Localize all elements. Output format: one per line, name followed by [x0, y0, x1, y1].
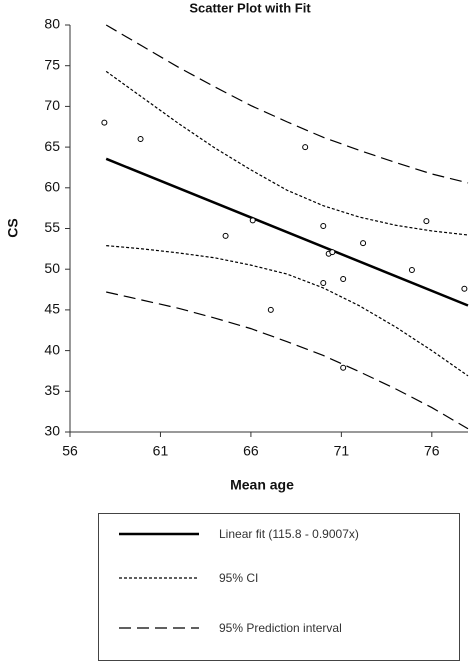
point [329, 249, 336, 256]
y-tick-label: 30 [44, 423, 60, 439]
y-tick-label: 60 [44, 179, 60, 195]
x-tick-label: 71 [334, 443, 350, 459]
x-tick-label: 76 [424, 443, 440, 459]
legend-entry: Linear fit (115.8 - 0.9007x) [99, 518, 459, 558]
band-upper [105, 70, 469, 236]
y-tick-label: 65 [44, 138, 60, 154]
point [360, 240, 367, 247]
legend-entry: 95% Prediction interval [99, 612, 459, 652]
y-tick-label: 45 [44, 301, 60, 317]
y-tick-label: 40 [44, 341, 60, 357]
legend-label: Linear fit (115.8 - 0.9007x) [219, 527, 359, 541]
legend-swatch [119, 577, 199, 579]
y-tick-label: 50 [44, 260, 60, 276]
band-lower [106, 244, 469, 377]
legend-entry: 95% CI [99, 562, 459, 602]
band-lower [106, 291, 469, 430]
y-tick-label: 80 [44, 16, 60, 32]
point [222, 232, 229, 239]
legend: Linear fit (115.8 - 0.9007x) 95% CI 95% Pr… [98, 513, 460, 661]
point [320, 280, 327, 287]
point [461, 285, 468, 292]
band-upper [105, 24, 469, 184]
point [249, 217, 256, 224]
x-tick-label: 56 [62, 443, 78, 459]
y-axis-title: CS [5, 218, 21, 237]
y-tick-label: 70 [44, 97, 60, 113]
point [408, 267, 415, 274]
point [302, 144, 309, 151]
chart-title: Scatter Plot with Fit [189, 0, 311, 15]
legend-swatch [119, 627, 199, 629]
x-tick-label: 61 [153, 443, 169, 459]
x-tick-label: 66 [243, 443, 259, 459]
point [267, 306, 274, 313]
point [340, 364, 347, 371]
point [137, 135, 144, 142]
point [423, 218, 430, 225]
fit-line [105, 157, 469, 307]
point [101, 119, 108, 126]
legend-label: 95% CI [219, 571, 259, 585]
point [320, 223, 327, 230]
legend-swatch [119, 532, 199, 536]
y-tick-label: 55 [44, 219, 60, 235]
legend-label: 95% Prediction interval [219, 621, 342, 635]
y-tick-label: 35 [44, 382, 60, 398]
chart: Scatter Plot with Fit Mean age CS 30 35 40… [5, 0, 469, 493]
x-axis-title: Mean age [230, 477, 294, 493]
point [340, 275, 347, 282]
y-tick-label: 75 [44, 56, 60, 72]
